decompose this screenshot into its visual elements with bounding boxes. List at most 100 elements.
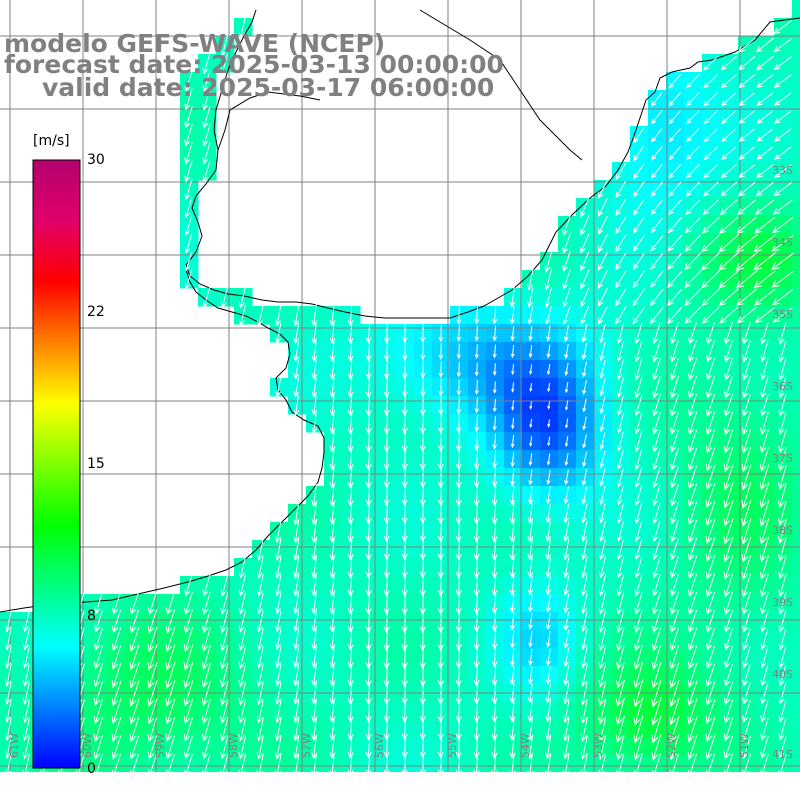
colorbar-box <box>32 159 81 769</box>
wind-arrow <box>633 181 645 198</box>
wind-arrow <box>760 340 769 363</box>
wind-arrow <box>365 574 372 597</box>
wind-arrow <box>670 411 679 435</box>
wind-arrow <box>724 393 733 418</box>
wind-arrow <box>742 340 751 363</box>
wind-arrow <box>615 734 625 761</box>
wind-arrow <box>510 648 516 667</box>
wind-arrow <box>580 233 590 254</box>
wind-arrow <box>617 449 624 470</box>
wind-arrow <box>703 128 718 143</box>
wind-arrow <box>455 592 462 615</box>
wind-arrow <box>183 662 194 689</box>
wind-arrow <box>651 145 663 161</box>
wind-arrow <box>202 106 211 129</box>
wind-arrow <box>599 396 606 415</box>
wind-arrow <box>511 400 515 411</box>
wind-arrow <box>582 451 587 468</box>
wind-arrow <box>742 376 751 399</box>
wind-arrow <box>562 268 571 290</box>
wind-arrow <box>473 646 480 669</box>
wind-arrow <box>347 754 354 777</box>
wind-arrow <box>634 556 643 579</box>
wind-arrow <box>760 753 769 778</box>
wind-arrow <box>238 304 246 327</box>
wind-arrow <box>4 736 12 760</box>
wind-arrow <box>724 681 734 706</box>
wind-arrow <box>455 736 462 759</box>
wind-arrow <box>754 216 776 234</box>
wind-arrow <box>563 556 570 579</box>
wind-arrow <box>293 610 300 633</box>
wind-arrow <box>756 92 774 106</box>
lon-label: 59W <box>154 733 167 758</box>
wind-arrow <box>652 340 661 363</box>
wind-arrow <box>473 502 480 525</box>
wind-arrow <box>93 663 104 688</box>
wind-arrow <box>456 361 462 378</box>
wind-arrow <box>706 322 715 345</box>
wind-arrow <box>474 362 479 377</box>
wind-arrow <box>347 628 354 651</box>
wind-arrow <box>652 556 661 579</box>
wind-arrow <box>329 448 336 471</box>
wind-arrow <box>347 484 354 507</box>
wind-arrow <box>670 627 680 652</box>
wind-arrow <box>383 609 390 634</box>
wind-arrow <box>599 341 606 362</box>
wind-speed-cell <box>792 378 800 397</box>
wind-arrow <box>598 627 607 652</box>
wind-arrow <box>652 627 661 652</box>
wind-arrow <box>701 270 721 289</box>
wind-arrow <box>201 680 211 707</box>
wind-arrow <box>580 251 590 272</box>
wind-arrow <box>183 644 194 671</box>
wind-arrow <box>652 484 661 507</box>
wind-arrow <box>686 92 700 107</box>
wind-arrow <box>598 556 606 579</box>
wind-arrow <box>293 592 300 615</box>
wind-arrow <box>165 644 176 671</box>
wind-arrow <box>773 146 792 160</box>
wind-arrow <box>147 680 158 707</box>
wind-arrow <box>650 270 664 289</box>
wind-arrow <box>723 464 734 491</box>
wind-arrow <box>580 717 588 742</box>
wind-arrow <box>527 556 534 579</box>
wind-arrow <box>670 484 679 507</box>
wind-arrow <box>401 466 408 489</box>
wind-arrow <box>705 482 716 509</box>
wind-arrow <box>598 610 606 633</box>
wind-arrow <box>201 662 211 689</box>
wind-arrow <box>527 306 534 325</box>
wind-arrow <box>147 644 158 671</box>
wind-arrow <box>529 364 533 375</box>
wind-arrow <box>617 485 624 506</box>
wind-arrow <box>509 306 515 325</box>
wind-arrow <box>650 163 663 179</box>
wind-arrow <box>347 538 354 561</box>
wind-arrow <box>220 753 229 778</box>
wind-arrow <box>527 575 534 596</box>
wind-arrow <box>598 574 606 597</box>
wind-arrow <box>4 718 12 742</box>
wind-arrow <box>274 556 282 579</box>
wind-arrow <box>737 181 756 197</box>
wind-arrow <box>201 627 211 652</box>
wind-arrow <box>147 698 158 725</box>
wind-arrow <box>22 664 30 687</box>
wind-arrow <box>632 288 646 307</box>
wind-arrow <box>129 644 140 671</box>
wind-arrow <box>329 394 336 417</box>
wind-arrow <box>402 342 408 362</box>
wind-arrow <box>184 124 193 147</box>
wind-arrow <box>347 502 354 525</box>
wind-arrow <box>688 411 698 436</box>
wind-arrow <box>582 416 587 431</box>
wind-arrow <box>528 325 533 342</box>
wind-arrow <box>527 594 534 613</box>
wind-arrow <box>347 736 354 759</box>
lon-label: 57W <box>300 733 313 758</box>
wind-arrow <box>651 662 662 689</box>
wind-arrow <box>634 503 643 524</box>
